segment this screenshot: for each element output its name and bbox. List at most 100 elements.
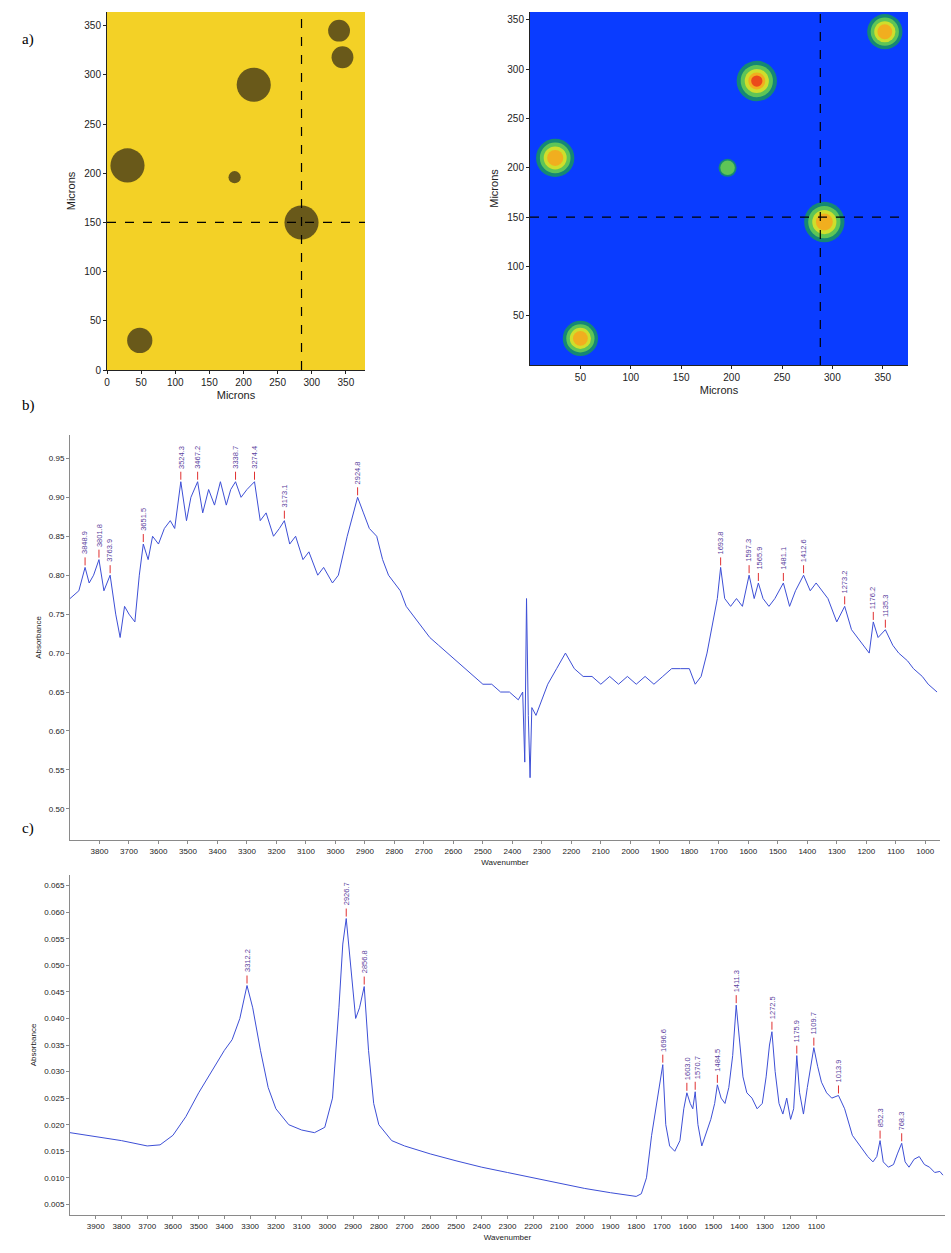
svg-text:3200: 3200 [268, 847, 286, 856]
svg-text:2300: 2300 [499, 1222, 517, 1231]
svg-text:350: 350 [84, 20, 101, 31]
svg-text:3312.2: 3312.2 [243, 949, 252, 972]
svg-text:1109.7: 1109.7 [809, 1012, 818, 1034]
svg-text:0.005: 0.005 [44, 1200, 65, 1209]
svg-text:1013.9: 1013.9 [834, 1059, 843, 1082]
svg-text:200: 200 [723, 372, 740, 383]
svg-text:3700: 3700 [120, 847, 138, 856]
svg-text:0.050: 0.050 [44, 961, 65, 970]
svg-text:100: 100 [167, 377, 184, 388]
svg-text:1200: 1200 [782, 1222, 800, 1231]
svg-text:1603.0: 1603.0 [683, 1057, 692, 1080]
svg-text:300: 300 [824, 372, 841, 383]
svg-text:250: 250 [774, 372, 791, 383]
svg-text:1597.3: 1597.3 [744, 539, 753, 562]
svg-text:200: 200 [507, 162, 524, 173]
svg-text:3100: 3100 [297, 847, 315, 856]
svg-text:3338.7: 3338.7 [231, 446, 240, 469]
svg-text:2924.8: 2924.8 [353, 461, 362, 484]
svg-text:a): a) [22, 31, 34, 48]
svg-text:1200: 1200 [857, 847, 875, 856]
svg-text:2900: 2900 [356, 847, 374, 856]
svg-text:1700: 1700 [653, 1222, 671, 1231]
svg-text:3600: 3600 [150, 847, 168, 856]
svg-text:1900: 1900 [651, 847, 669, 856]
svg-text:3173.1: 3173.1 [280, 485, 289, 508]
svg-text:150: 150 [84, 217, 101, 228]
svg-text:2400: 2400 [473, 1222, 491, 1231]
svg-text:250: 250 [269, 377, 286, 388]
svg-text:3000: 3000 [327, 847, 345, 856]
svg-text:1100: 1100 [887, 847, 905, 856]
svg-text:0.060: 0.060 [44, 908, 65, 917]
svg-text:3800: 3800 [91, 847, 109, 856]
svg-text:1272.5: 1272.5 [768, 996, 777, 1019]
svg-text:50: 50 [513, 310, 525, 321]
svg-text:3300: 3300 [241, 1222, 259, 1231]
svg-text:50: 50 [575, 372, 587, 383]
svg-text:Wavenumber: Wavenumber [484, 1233, 532, 1242]
svg-text:2700: 2700 [415, 847, 433, 856]
svg-text:350: 350 [874, 372, 891, 383]
svg-text:0.025: 0.025 [44, 1094, 65, 1103]
svg-text:2000: 2000 [576, 1222, 594, 1231]
svg-text:2500: 2500 [447, 1222, 465, 1231]
svg-text:350: 350 [338, 377, 355, 388]
svg-text:Microns: Microns [217, 389, 256, 401]
svg-text:2100: 2100 [592, 847, 610, 856]
svg-text:200: 200 [235, 377, 252, 388]
svg-text:852.3: 852.3 [876, 1108, 885, 1127]
svg-text:3801.8: 3801.8 [95, 524, 104, 547]
svg-text:1300: 1300 [828, 847, 846, 856]
svg-text:3524.3: 3524.3 [177, 446, 186, 469]
svg-text:3200: 3200 [267, 1222, 285, 1231]
svg-text:1800: 1800 [680, 847, 698, 856]
svg-text:3400: 3400 [209, 847, 227, 856]
svg-text:200: 200 [84, 168, 101, 179]
svg-text:350: 350 [507, 14, 524, 25]
svg-text:3400: 3400 [216, 1222, 234, 1231]
svg-text:1600: 1600 [679, 1222, 697, 1231]
svg-text:3700: 3700 [138, 1222, 156, 1231]
svg-text:2600: 2600 [421, 1222, 439, 1231]
svg-text:b): b) [22, 397, 35, 414]
svg-text:0: 0 [104, 377, 110, 388]
svg-text:250: 250 [84, 119, 101, 130]
svg-text:0.55: 0.55 [49, 766, 65, 775]
svg-text:100: 100 [507, 261, 524, 272]
svg-text:0.95: 0.95 [49, 454, 65, 463]
svg-text:1175.9: 1175.9 [792, 1020, 801, 1042]
svg-text:50: 50 [90, 315, 102, 326]
svg-text:1800: 1800 [627, 1222, 645, 1231]
svg-text:3000: 3000 [318, 1222, 336, 1231]
svg-text:3600: 3600 [164, 1222, 182, 1231]
svg-text:2856.8: 2856.8 [360, 950, 369, 973]
svg-text:3800: 3800 [113, 1222, 131, 1231]
svg-text:3500: 3500 [190, 1222, 208, 1231]
svg-text:Wavenumber: Wavenumber [481, 858, 529, 867]
svg-text:0.035: 0.035 [44, 1041, 65, 1050]
svg-text:3848.9: 3848.9 [80, 531, 89, 554]
svg-text:3763.9: 3763.9 [105, 539, 114, 562]
svg-text:1570.7: 1570.7 [693, 1056, 702, 1079]
svg-text:1176.2: 1176.2 [868, 587, 877, 609]
svg-text:1135.3: 1135.3 [881, 595, 890, 617]
svg-text:0: 0 [95, 365, 101, 376]
svg-text:768.3: 768.3 [897, 1112, 906, 1131]
svg-text:0.70: 0.70 [49, 649, 65, 658]
svg-text:0.015: 0.015 [44, 1147, 65, 1156]
svg-text:0.60: 0.60 [49, 727, 65, 736]
svg-text:2400: 2400 [503, 847, 521, 856]
svg-text:3900: 3900 [87, 1222, 105, 1231]
svg-text:2600: 2600 [444, 847, 462, 856]
svg-text:1400: 1400 [798, 847, 816, 856]
svg-text:0.040: 0.040 [44, 1014, 65, 1023]
svg-text:3500: 3500 [179, 847, 197, 856]
svg-text:0.50: 0.50 [49, 805, 65, 814]
svg-text:2900: 2900 [344, 1222, 362, 1231]
svg-text:300: 300 [84, 69, 101, 80]
svg-text:2100: 2100 [550, 1222, 568, 1231]
svg-text:1273.2: 1273.2 [840, 571, 849, 594]
svg-text:0.90: 0.90 [49, 493, 65, 502]
svg-text:0.65: 0.65 [49, 688, 65, 697]
